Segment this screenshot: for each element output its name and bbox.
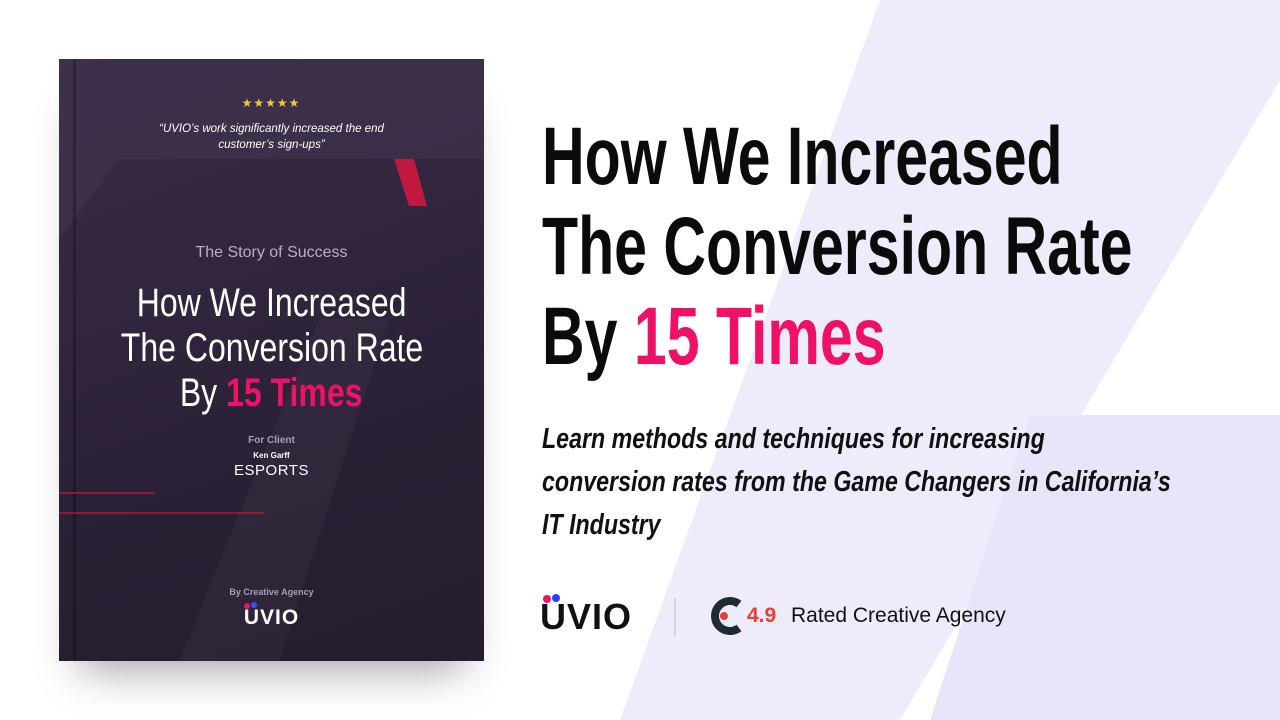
- text: conversion rates from the Game Changers …: [542, 466, 1171, 498]
- text: By: [180, 371, 218, 415]
- agency-logo: UVIO: [243, 606, 300, 629]
- cover-title-line: The Conversion Rate: [59, 326, 484, 371]
- rating-text: Rated Creative Agency: [791, 604, 1006, 627]
- logo-dot: [552, 594, 560, 602]
- text: How We Increased: [542, 111, 1063, 202]
- cover-title-line: How We Increased: [59, 281, 484, 326]
- text: The Conversion Rate: [542, 201, 1133, 292]
- logo-dot: [543, 595, 551, 603]
- cover-quote: “UVIO’s work significantly increased the…: [159, 123, 384, 151]
- rating-icon-dot: [720, 612, 728, 620]
- bg-stripe: [930, 415, 1280, 720]
- client-name: Ken Garff: [253, 451, 290, 460]
- logo-dot: [251, 602, 257, 608]
- headline-line: How We Increased: [542, 112, 1280, 202]
- book-cover: ★★★★★ “UVIO’s work significantly increas…: [59, 59, 484, 661]
- subtitle-line: conversion rates from the Game Changers …: [542, 461, 1280, 504]
- text: By: [542, 291, 618, 382]
- highlight: 15 Times: [633, 291, 886, 382]
- text: How We Increased: [136, 281, 407, 325]
- subtitle-line: Learn methods and techniques for increas…: [542, 418, 1280, 461]
- book-spine: [73, 59, 76, 661]
- cover-title: How We Increased The Conversion Rate By …: [59, 281, 484, 416]
- rating-icon: [711, 597, 742, 635]
- headline-line: The Conversion Rate: [542, 202, 1280, 292]
- text: By 15 Times: [542, 292, 886, 382]
- cover-panel: [59, 59, 484, 239]
- cover-kicker: The Story of Success: [195, 244, 348, 261]
- bg-stripe: [620, 0, 1280, 720]
- agency-label: By Creative Agency: [229, 587, 314, 597]
- footer-logo: UVIO: [540, 596, 633, 637]
- text: The Conversion Rate: [120, 326, 423, 370]
- highlight: 15 Times: [226, 371, 363, 415]
- client-label: For Client: [248, 435, 295, 446]
- subtitle: Learn methods and techniques for increas…: [542, 418, 1280, 547]
- text: Learn methods and techniques for increas…: [542, 423, 1045, 455]
- text: IT Industry: [542, 509, 661, 541]
- footer-icons: [543, 594, 742, 636]
- star-icons: ★★★★★: [242, 96, 301, 110]
- stars: ★★★★★: [242, 96, 301, 110]
- logo-dot: [244, 603, 250, 609]
- rating-value: 4.9: [747, 604, 777, 627]
- cover-title-line: By 15 Times: [59, 371, 484, 416]
- headline-line: By 15 Times: [542, 292, 1280, 382]
- subtitle-line: IT Industry: [542, 504, 1280, 547]
- cover-accent: [394, 159, 427, 206]
- cover-decor: ★★★★★: [59, 59, 484, 661]
- client-brand: ESPORTS: [234, 462, 309, 479]
- text: By 15 Times: [180, 371, 363, 416]
- headline: How We Increased The Conversion Rate By …: [542, 112, 1280, 382]
